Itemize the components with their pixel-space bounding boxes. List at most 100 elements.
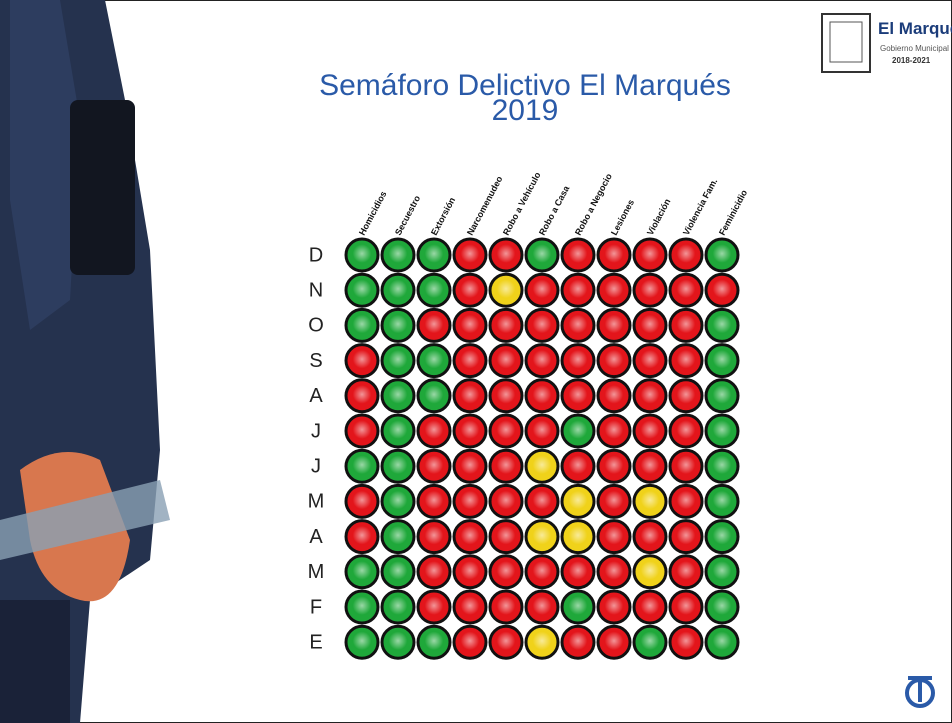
light-shine [636, 557, 664, 586]
light-shine [564, 452, 592, 481]
light-shine [528, 417, 556, 445]
light-shine [528, 346, 556, 375]
light-shine [636, 593, 664, 621]
light-shine [600, 452, 628, 481]
row-label: M [308, 561, 325, 583]
light-shine [564, 628, 592, 657]
light-shine [420, 417, 448, 445]
light-shine [348, 417, 376, 445]
light-shine [528, 381, 556, 410]
light-shine [492, 276, 520, 305]
light-shine [384, 593, 412, 621]
light-shine [672, 241, 700, 269]
light-shine [600, 381, 628, 410]
light-shine [348, 557, 376, 586]
light-shine [672, 593, 700, 621]
light-shine [564, 593, 592, 621]
light-shine [348, 381, 376, 410]
row-label: A [309, 385, 323, 407]
row-label: F [310, 596, 322, 618]
light-shine [384, 487, 412, 516]
light-shine [384, 557, 412, 586]
light-shine [564, 487, 592, 516]
light-shine [348, 452, 376, 481]
light-shine [492, 346, 520, 375]
logo-name: El Marqués [878, 19, 952, 38]
light-shine [672, 417, 700, 445]
light-shine [672, 628, 700, 657]
light-shine [636, 276, 664, 305]
light-shine [636, 452, 664, 481]
light-shine [564, 522, 592, 551]
semaphore-grid: Homicidios Secuestro Extorsión Narcomenudeo… [308, 170, 749, 660]
light-shine [636, 381, 664, 410]
light-shine [384, 417, 412, 445]
light-shine [348, 311, 376, 340]
light-shine [600, 557, 628, 586]
light-shine [420, 628, 448, 657]
light-shine [348, 487, 376, 516]
light-shine [348, 241, 376, 269]
light-shine [564, 241, 592, 269]
light-shine [528, 628, 556, 657]
light-shine [420, 557, 448, 586]
light-shine [672, 346, 700, 375]
light-shine [636, 522, 664, 551]
light-shine [528, 311, 556, 340]
light-shine [528, 276, 556, 305]
light-shine [456, 522, 484, 551]
light-shine [600, 417, 628, 445]
light-shine [636, 417, 664, 445]
light-shine [492, 452, 520, 481]
light-shine [600, 276, 628, 305]
light-shine [420, 276, 448, 305]
row-label: N [309, 279, 323, 301]
light-shine [672, 522, 700, 551]
light-shine [456, 557, 484, 586]
row-label: J [311, 420, 321, 442]
light-shine [564, 381, 592, 410]
light-shine [636, 311, 664, 340]
logo-line: 2018-2021 [892, 56, 931, 65]
light-shine [528, 452, 556, 481]
logo-line: Gobierno Municipal [880, 44, 949, 53]
light-shine [384, 276, 412, 305]
light-shine [456, 417, 484, 445]
light-shine [492, 417, 520, 445]
light-shine [600, 241, 628, 269]
light-shine [420, 241, 448, 269]
light-shine [420, 522, 448, 551]
light-shine [456, 487, 484, 516]
light-shine [528, 557, 556, 586]
light-shine [384, 311, 412, 340]
light-shine [672, 452, 700, 481]
light-shine [456, 452, 484, 481]
light-shine [672, 276, 700, 305]
light-shine [348, 276, 376, 305]
light-shine [528, 487, 556, 516]
light-shine [492, 557, 520, 586]
row-label: M [308, 491, 325, 513]
light-shine [456, 593, 484, 621]
row-label: S [309, 350, 322, 372]
light-shine [456, 276, 484, 305]
municipal-logo: El Marqués Gobierno Municipal 2018-2021 [821, 13, 952, 73]
subtitle: 2019 [492, 94, 559, 127]
light-shine [348, 346, 376, 375]
light-shine [492, 628, 520, 657]
light-shine [672, 557, 700, 586]
light-shine [708, 593, 736, 621]
light-shine [708, 522, 736, 551]
light-shine [564, 311, 592, 340]
light-shine [384, 452, 412, 481]
light-shine [708, 311, 736, 340]
title: Semáforo Delictivo El Marqués [319, 69, 731, 102]
light-shine [492, 522, 520, 551]
light-shine [600, 593, 628, 621]
light-shine [384, 346, 412, 375]
light-shine [708, 557, 736, 586]
corner-logo [905, 676, 935, 708]
light-shine [708, 417, 736, 445]
light-shine [708, 628, 736, 657]
